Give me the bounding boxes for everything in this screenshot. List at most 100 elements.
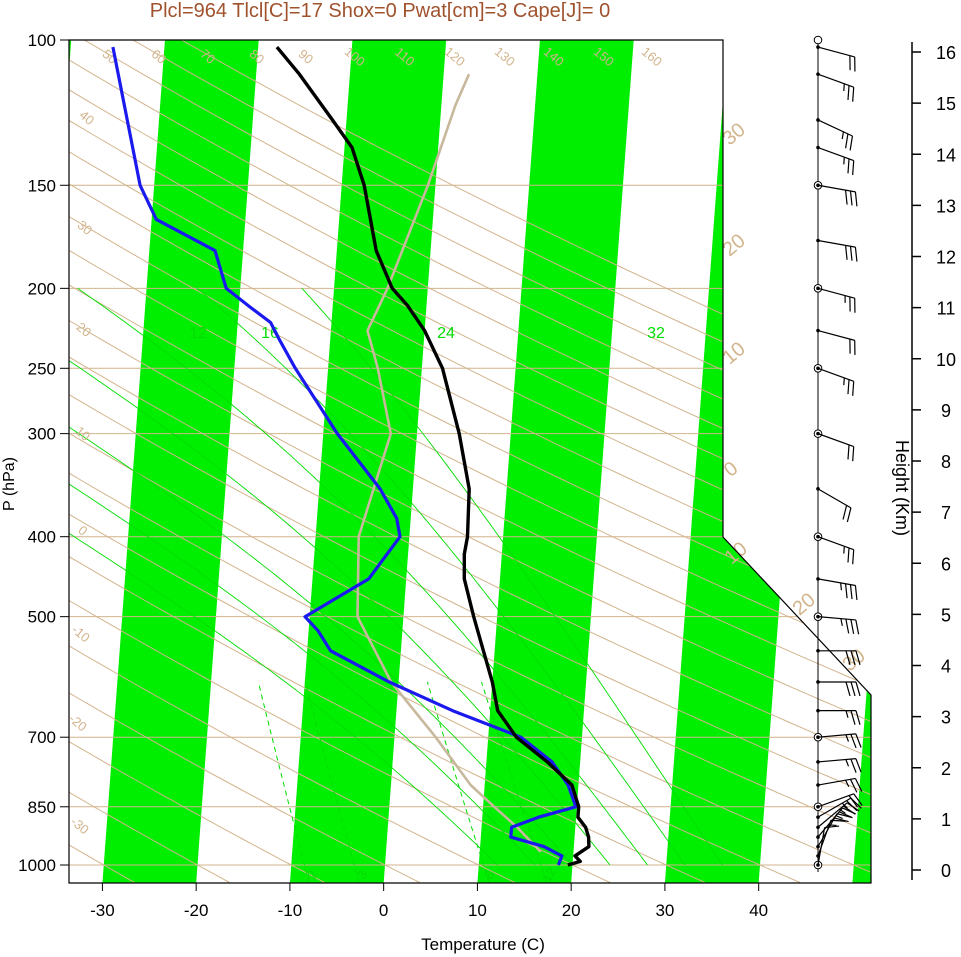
- dry-adiabat-line: [69, 40, 871, 883]
- wind-barb: [816, 793, 863, 809]
- pressure-tick-label: 400: [28, 528, 56, 547]
- pressure-tick-label: 100: [28, 31, 56, 50]
- pressure-tick-label: 500: [28, 608, 56, 627]
- plot-frame: [68, 39, 872, 884]
- wind-barb: [816, 802, 860, 830]
- temperature-tick-label: -10: [278, 901, 303, 920]
- mixing-ratio-line: [481, 681, 548, 883]
- wind-barb: [816, 328, 856, 355]
- moist-adiabats: [69, 287, 723, 866]
- temperature-tick-label: 40: [749, 901, 768, 920]
- height-tick-label: 8: [941, 452, 951, 472]
- dry-adiabat-line: [69, 40, 871, 883]
- wind-barb: [816, 648, 861, 665]
- isotherm-band: [102, 40, 259, 883]
- dry-adiabat-line: [69, 40, 871, 883]
- height-tick-label: 5: [941, 605, 951, 625]
- height-tick-label: 10: [936, 350, 956, 370]
- height-tick-label: 11: [937, 299, 956, 319]
- dry-adiabat-label: -30: [68, 814, 92, 838]
- dry-adiabat-line: [69, 40, 871, 883]
- pressure-axis: 100 150 200 250 300 400 500 700 850 1000: [18, 31, 69, 875]
- moist-adiabat-line: [196, 287, 686, 866]
- moist-adiabat-line: [301, 287, 723, 866]
- mixing-ratio-line: [304, 681, 360, 883]
- moist-adiabat-line: [69, 287, 536, 866]
- wind-barbs: [813, 35, 863, 872]
- temperature-tick-label: 0: [379, 901, 388, 920]
- dry-adiabat-line: [69, 40, 325, 883]
- height-tick-label: 16: [936, 43, 956, 63]
- height-tick-label: 12: [936, 248, 956, 268]
- height-tick-label: 14: [936, 145, 956, 165]
- pressure-tick-label: 1000: [18, 856, 56, 875]
- height-tick-label: 9: [941, 401, 951, 421]
- height-tick-label: 0: [941, 861, 951, 881]
- dry-adiabat-line: [69, 40, 871, 883]
- wind-barb: [816, 286, 856, 313]
- pressure-tick-label: 200: [28, 279, 56, 298]
- wind-barb: [816, 118, 854, 151]
- wind-barb: [816, 614, 860, 635]
- wind-level-circle: [813, 35, 823, 45]
- dry-adiabat-line: [69, 40, 871, 883]
- wind-barb: [816, 777, 863, 793]
- temperature-tick-label: -30: [90, 901, 115, 920]
- temperature-tick-label: -20: [184, 901, 209, 920]
- dry-adiabat-label: 40: [77, 107, 98, 128]
- wind-barb: [816, 72, 855, 102]
- dry-adiabat-label: 20: [74, 319, 95, 340]
- wind-barb: [816, 45, 856, 72]
- height-axis-label: Height (Km): [892, 440, 912, 536]
- wind-barb: [816, 431, 855, 462]
- wind-barb: [816, 238, 858, 262]
- wind-barb: [816, 708, 861, 725]
- dry-adiabat-line: [69, 40, 230, 883]
- mixing-ratio-top-label: 24: [437, 325, 455, 342]
- temperature-tick-label: 10: [468, 901, 487, 920]
- temperature-tick-label: 20: [562, 901, 581, 920]
- height-tick-label: 7: [941, 503, 951, 523]
- moist-adiabat-line: [69, 287, 573, 866]
- dry-adiabat-label: 30: [75, 217, 96, 238]
- y-axis-label: P (hPa): [1, 457, 18, 511]
- pressure-tick-label: 150: [28, 176, 56, 195]
- wind-barb: [816, 534, 855, 565]
- wind-barb: [816, 733, 862, 749]
- mixing-ratio-line: [426, 681, 490, 883]
- height-tick-label: 3: [941, 708, 951, 728]
- isotherm-band: [664, 40, 822, 883]
- pressure-tick-label: 250: [28, 359, 56, 378]
- sounding-profiles: [111, 46, 591, 867]
- moist-adiabat-line: [69, 287, 498, 866]
- parcel-line: [356, 73, 542, 853]
- height-tick-label: 4: [941, 657, 951, 677]
- dry-adiabat-line: [69, 40, 420, 883]
- dry-adiabat-line: [69, 40, 871, 883]
- wind-barb: [816, 577, 858, 601]
- chart-title: Plcl=964 Tlcl[C]=17 Shox=0 Pwat[cm]=3 Ca…: [150, 0, 610, 22]
- dry-adiabat-line: [69, 40, 871, 883]
- wind-barb: [816, 487, 852, 523]
- dewpoint-line: [111, 46, 578, 866]
- height-tick-label: 2: [941, 759, 951, 779]
- dry-adiabat-label: 120: [442, 44, 468, 69]
- wind-barb: [816, 680, 861, 697]
- x-axis-label: Temperature (C): [421, 935, 545, 954]
- mixing-ratio-bottom-label: 12: [539, 865, 559, 885]
- moist-adiabat-line: [69, 287, 611, 866]
- mixing-ratio-top-label: 12: [189, 325, 207, 342]
- temperature-tick-label: 30: [655, 901, 674, 920]
- mixing-ratio-line: [257, 681, 310, 883]
- pressure-tick-label: 850: [28, 798, 56, 817]
- mixing-ratio-top-label: 32: [647, 325, 665, 342]
- isotherm-bands: [69, 40, 871, 883]
- temperature-axis: -30 -20 -10 0 10 20 30 40: [90, 883, 768, 920]
- dry-adiabat-label: 90: [296, 46, 317, 67]
- wind-barb: [816, 366, 855, 396]
- dry-adiabat-line: [69, 40, 871, 883]
- wind-barb: [816, 145, 855, 176]
- dry-adiabat-line: [69, 40, 871, 883]
- dry-adiabat-line: [69, 40, 871, 883]
